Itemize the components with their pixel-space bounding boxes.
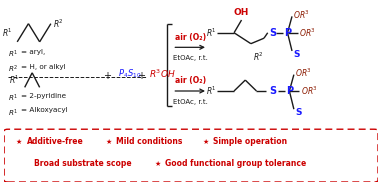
Text: $R^2$: $R^2$ <box>253 50 263 63</box>
Text: S: S <box>270 86 277 96</box>
Text: S: S <box>293 50 300 59</box>
Text: Mild conditions: Mild conditions <box>116 137 183 147</box>
Text: $P_4S_{10}$: $P_4S_{10}$ <box>118 67 141 80</box>
Text: +: + <box>103 71 111 81</box>
Text: $R^1$: $R^1$ <box>8 49 18 60</box>
Text: S: S <box>270 28 277 38</box>
Text: air (O₂): air (O₂) <box>175 33 206 42</box>
Text: $\bigstar$: $\bigstar$ <box>15 137 23 147</box>
Text: = 2-pyridine: = 2-pyridine <box>21 93 66 99</box>
Text: P: P <box>285 28 292 38</box>
Text: Good functional group tolerance: Good functional group tolerance <box>165 159 306 168</box>
Text: $R^1$: $R^1$ <box>8 107 18 119</box>
Text: Simple operation: Simple operation <box>214 137 288 147</box>
Text: $OR^3$: $OR^3$ <box>299 27 316 39</box>
Text: $R^2$: $R^2$ <box>8 64 18 75</box>
FancyBboxPatch shape <box>4 129 378 182</box>
Text: $R^3OH$: $R^3OH$ <box>149 67 176 80</box>
Text: P: P <box>287 86 294 96</box>
Text: $\bigstar$: $\bigstar$ <box>154 159 161 168</box>
Text: Broad substrate scope: Broad substrate scope <box>34 159 132 168</box>
Text: OH: OH <box>234 8 249 17</box>
Text: $OR^3$: $OR^3$ <box>293 8 310 21</box>
Text: $R^1$: $R^1$ <box>9 74 20 86</box>
Text: $R^1$: $R^1$ <box>206 27 217 39</box>
Text: +: + <box>136 71 145 81</box>
Text: $R^1$: $R^1$ <box>206 85 217 97</box>
Text: = Alkoxyacyl: = Alkoxyacyl <box>21 107 68 113</box>
Text: $R^1$: $R^1$ <box>8 93 18 104</box>
Text: EtOAc, r.t.: EtOAc, r.t. <box>173 99 208 105</box>
Text: = H, or alkyl: = H, or alkyl <box>21 64 65 70</box>
Text: = aryl,: = aryl, <box>21 49 45 55</box>
Text: $OR^3$: $OR^3$ <box>301 85 318 97</box>
Text: $OR^3$: $OR^3$ <box>295 67 312 79</box>
Text: $\bigstar$: $\bigstar$ <box>105 137 113 147</box>
Text: S: S <box>295 108 302 117</box>
Text: $\bigstar$: $\bigstar$ <box>202 137 210 147</box>
Text: $R^2$: $R^2$ <box>53 17 64 30</box>
Text: Additive-free: Additive-free <box>26 137 83 147</box>
Text: EtOAc, r.t.: EtOAc, r.t. <box>173 55 208 61</box>
Text: air (O₂): air (O₂) <box>175 76 206 86</box>
Text: $R^1$: $R^1$ <box>2 27 13 39</box>
